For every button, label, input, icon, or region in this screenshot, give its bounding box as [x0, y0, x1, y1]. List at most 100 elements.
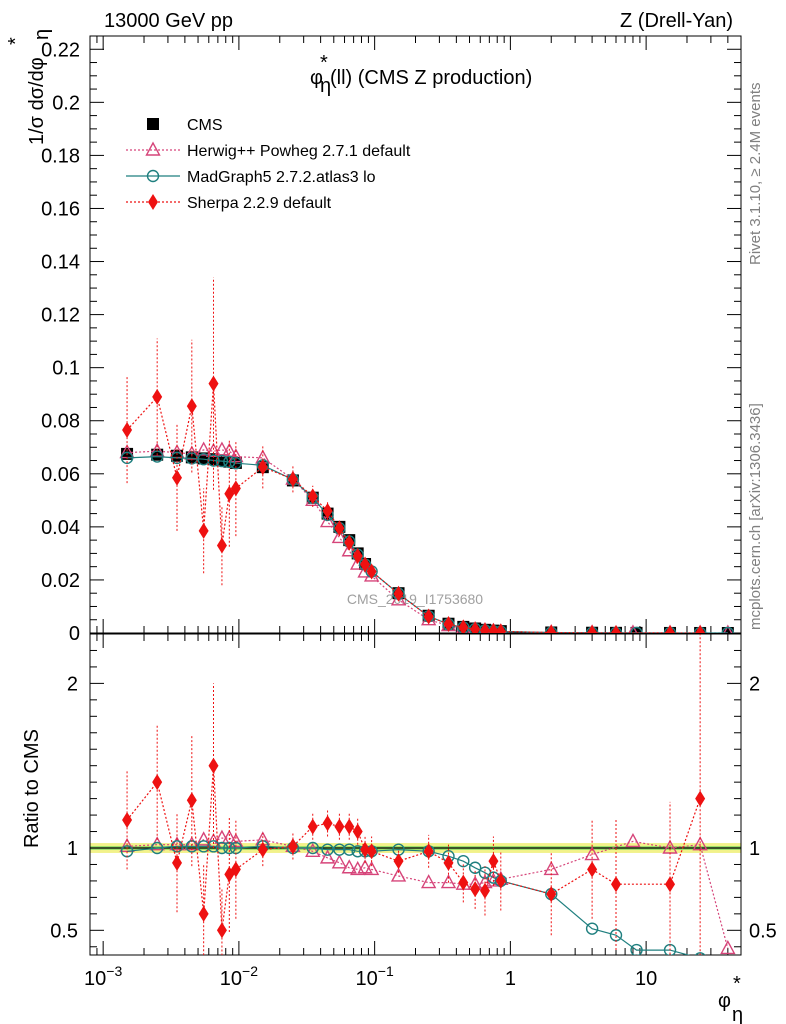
point-madgraph5-2-7-2-atlas3-lo [229, 456, 243, 470]
legend-marker-madgraph5-2-7-2-atlas3-lo [146, 169, 160, 183]
y-tick-label: 2 [67, 673, 78, 695]
x-tick-label-exp: −3 [106, 963, 122, 979]
ratio-point-herwig-powheg-2-7-1-default [390, 867, 407, 882]
y-tick-label: 0.08 [41, 411, 80, 433]
mcplots-label: mcplots.cern.ch [arXiv:1306.3436] [747, 403, 764, 630]
point-sherpa-2-2-9-default [257, 459, 268, 476]
ratio-point-sherpa-2-2-9-default [322, 815, 333, 832]
ratio-point-madgraph5-2-7-2-atlas3-lo [197, 840, 210, 853]
y-tick-label: 0.04 [41, 517, 80, 539]
point-herwig-powheg-2-7-1-default [628, 624, 638, 633]
point-sherpa-2-2-9-default [307, 488, 318, 505]
x-tick-label: 10−2 [220, 963, 258, 990]
point-sherpa-2-2-9-default [470, 621, 481, 633]
point-cms [630, 626, 643, 633]
ratio-point-sherpa-2-2-9-default [344, 818, 355, 835]
point-sherpa-2-2-9-default [611, 624, 622, 633]
ratio-point-sherpa-2-2-9-default [186, 792, 197, 809]
legend-marker-herwig-powheg-2-7-1-default [145, 141, 161, 156]
point-sherpa-2-2-9-default [587, 624, 598, 633]
y-tick-label-right: 2 [749, 673, 760, 695]
point-sherpa-2-2-9-default [344, 534, 355, 551]
legend: CMS Herwig++ Powheg 2.7.1 default MadGraph… [126, 117, 411, 212]
point-sherpa-2-2-9-default [665, 624, 676, 633]
ratio-point-herwig-powheg-2-7-1-default [720, 939, 736, 955]
point-sherpa-2-2-9-default [334, 520, 345, 537]
point-sherpa-2-2-9-default [230, 480, 241, 497]
point-sherpa-2-2-9-default [186, 398, 197, 415]
x-tick-label: 10−1 [356, 963, 394, 990]
point-madgraph5-2-7-2-atlas3-lo [223, 455, 236, 469]
x-axis-star: * [733, 973, 741, 995]
ratio-point-herwig-powheg-2-7-1-default [625, 832, 641, 848]
plot-title: (ll) (CMS Z production) [330, 67, 532, 89]
y-tick-label: 0.16 [41, 198, 80, 220]
bottom-plot-area [119, 634, 736, 955]
point-madgraph5-2-7-2-atlas3-lo [120, 451, 134, 465]
header-left: 13000 GeV pp [104, 10, 233, 32]
y-axis-bottom-label: Ratio to CMS [21, 729, 43, 848]
point-sherpa-2-2-9-default [287, 471, 298, 488]
ratio-point-sherpa-2-2-9-default [334, 818, 345, 835]
point-madgraph5-2-7-2-atlas3-lo [170, 451, 184, 465]
ratio-point-sherpa-2-2-9-default [230, 861, 241, 878]
top-panel: 0 0.02 0.04 0.06 0.08 0.1 0.12 0.14 0.16 0.18 0.2 0… [41, 35, 742, 645]
point-herwig-powheg-2-7-1-default [331, 529, 348, 544]
point-sherpa-2-2-9-default [443, 615, 454, 632]
ratio-point-herwig-powheg-2-7-1-default [440, 874, 457, 889]
point-sherpa-2-2-9-default [458, 619, 469, 633]
ratio-point-sherpa-2-2-9-default [287, 838, 298, 855]
x-axis-eta: η [732, 1004, 743, 1024]
legend-marker-cms [147, 118, 159, 130]
ratio-point-sherpa-2-2-9-default [695, 790, 706, 807]
point-madgraph5-2-7-2-atlas3-lo [215, 454, 229, 468]
point-sherpa-2-2-9-default [423, 608, 434, 625]
bottom-frame-rect [89, 633, 742, 956]
ratio-point-sherpa-2-2-9-default [423, 843, 434, 860]
ratio-point-sherpa-2-2-9-default [546, 886, 557, 903]
point-sherpa-2-2-9-default [495, 623, 506, 633]
x-tick-label-exp: −1 [378, 963, 394, 979]
y-tick-label: 0.22 [41, 39, 80, 61]
y-axis-top-label: 1/σ dσ/dφ [26, 57, 48, 145]
ratio-point-sherpa-2-2-9-default [366, 843, 377, 860]
ratio-point-madgraph5-2-7-2-atlas3-lo [585, 922, 599, 935]
top-plot-area [119, 277, 735, 633]
point-herwig-powheg-2-7-1-default [319, 513, 336, 528]
ratio-point-sherpa-2-2-9-default [216, 922, 227, 939]
bottom-panel: 10−3 10−2 10−1 1 10 0.5 0.5 1 1 2 2 [50, 633, 777, 990]
point-herwig-powheg-2-7-1-default [363, 567, 380, 582]
ratio-point-herwig-powheg-2-7-1-default [169, 836, 185, 851]
point-sherpa-2-2-9-default [172, 469, 183, 486]
point-sherpa-2-2-9-default [208, 375, 219, 392]
y-tick-label: 0.18 [41, 145, 80, 167]
ratio-point-madgraph5-2-7-2-atlas3-lo [694, 952, 706, 955]
ratio-point-herwig-powheg-2-7-1-default [319, 849, 336, 864]
point-herwig-powheg-2-7-1-default [195, 441, 212, 456]
point-sherpa-2-2-9-default [360, 556, 371, 573]
point-herwig-powheg-2-7-1-default [723, 624, 733, 633]
ratio-point-herwig-powheg-2-7-1-default [195, 831, 212, 846]
y-tick-label: 0.02 [41, 570, 80, 592]
y-tick-label: 0 [69, 623, 80, 645]
ratio-point-herwig-powheg-2-7-1-default [305, 842, 321, 857]
y-tick-label: 0.12 [41, 305, 80, 327]
ratio-point-madgraph5-2-7-2-atlas3-lo [150, 841, 164, 855]
plot-title-eta: η [320, 75, 331, 97]
ratio-point-sherpa-2-2-9-default [470, 881, 481, 898]
point-herwig-powheg-2-7-1-default [228, 448, 244, 463]
ratio-point-herwig-powheg-2-7-1-default [341, 859, 357, 874]
x-tick-label: 1 [505, 968, 516, 990]
point-madgraph5-2-7-2-atlas3-lo [197, 453, 210, 466]
x-axis-label: φ [718, 990, 731, 1012]
ratio-point-sherpa-2-2-9-default [152, 774, 163, 791]
ratio-point-herwig-powheg-2-7-1-default [584, 846, 600, 861]
ratio-point-sherpa-2-2-9-default [611, 876, 622, 893]
y-tick-label: 1 [67, 838, 78, 860]
plot-title-star: * [320, 52, 328, 74]
ratio-point-sherpa-2-2-9-default [488, 853, 499, 870]
y-tick-label: 0.1 [52, 358, 80, 380]
ratio-point-herwig-powheg-2-7-1-default [420, 874, 437, 889]
ratio-point-herwig-powheg-2-7-1-default [119, 837, 135, 853]
